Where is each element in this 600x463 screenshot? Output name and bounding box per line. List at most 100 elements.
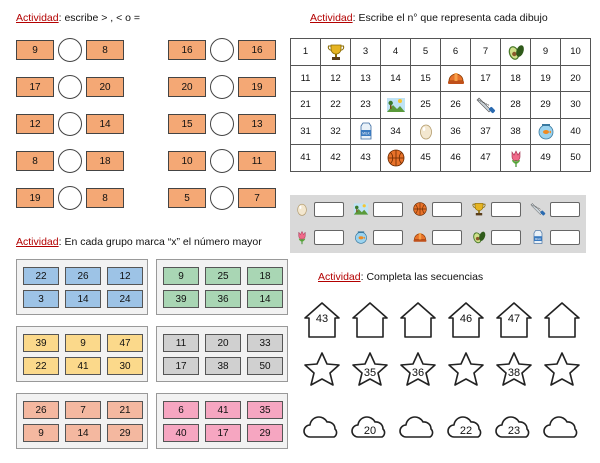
group-number[interactable]: 17: [163, 357, 199, 375]
sequence-number: 43: [315, 313, 329, 325]
comparison-left-number: 5: [168, 188, 206, 208]
group-number[interactable]: 17: [205, 424, 241, 442]
cloud-icon[interactable]: [542, 405, 582, 445]
fishbowl-icon: [353, 229, 369, 245]
group-number[interactable]: 9: [23, 424, 59, 442]
answer-box[interactable]: [373, 230, 403, 245]
star-icon[interactable]: [302, 350, 342, 390]
group-number[interactable]: 39: [163, 290, 199, 308]
saw-icon: [470, 91, 501, 119]
tulip-icon: [500, 144, 531, 172]
star-icon[interactable]: [542, 350, 582, 390]
answer-box[interactable]: [550, 230, 580, 245]
comparison-answer-circle[interactable]: [58, 149, 82, 173]
answer-box[interactable]: [432, 202, 462, 217]
group-number[interactable]: 22: [23, 357, 59, 375]
answer-box[interactable]: [314, 230, 344, 245]
group-number[interactable]: 24: [107, 290, 143, 308]
group-number[interactable]: 41: [65, 357, 101, 375]
cloud-icon[interactable]: [302, 405, 342, 445]
group-number[interactable]: 40: [163, 424, 199, 442]
house-icon[interactable]: 43: [302, 300, 342, 340]
grid-cell: 18: [500, 64, 531, 92]
grid-cell: 26: [440, 91, 471, 119]
group-number[interactable]: 14: [247, 290, 283, 308]
house-icon[interactable]: [398, 300, 438, 340]
group-number[interactable]: 12: [107, 267, 143, 285]
group-number[interactable]: 7: [65, 401, 101, 419]
cloud-icon[interactable]: 22: [446, 405, 486, 445]
cloud-icon[interactable]: 23: [494, 405, 534, 445]
group-number[interactable]: 21: [107, 401, 143, 419]
sequence-number: 46: [459, 313, 473, 325]
comparison-answer-circle[interactable]: [210, 75, 234, 99]
comparison-answer-circle[interactable]: [210, 149, 234, 173]
group-number[interactable]: 14: [65, 424, 101, 442]
grid-cell: 10: [560, 38, 591, 66]
group-number[interactable]: 20: [205, 334, 241, 352]
grid-cell: 40: [560, 117, 591, 145]
svg-text:MILK: MILK: [535, 237, 541, 241]
comparison-right-number: 14: [86, 114, 124, 134]
group-number[interactable]: 47: [107, 334, 143, 352]
group-number[interactable]: 35: [247, 401, 283, 419]
comparison-answer-circle[interactable]: [210, 186, 234, 210]
comparison-answer-circle[interactable]: [210, 112, 234, 136]
comparison-answer-circle[interactable]: [210, 38, 234, 62]
group-number[interactable]: 14: [65, 290, 101, 308]
group-number[interactable]: 9: [65, 334, 101, 352]
group-number[interactable]: 29: [247, 424, 283, 442]
star-icon[interactable]: 38: [494, 350, 534, 390]
group-number[interactable]: 22: [23, 267, 59, 285]
group-number[interactable]: 38: [205, 357, 241, 375]
comparison-row: 15 13: [168, 112, 278, 136]
group-number[interactable]: 33: [247, 334, 283, 352]
comparison-answer-circle[interactable]: [58, 112, 82, 136]
star-icon[interactable]: [446, 350, 486, 390]
answer-box[interactable]: [314, 202, 344, 217]
group-number[interactable]: 11: [163, 334, 199, 352]
comparison-answer-circle[interactable]: [58, 38, 82, 62]
answer-box[interactable]: [432, 230, 462, 245]
group-number[interactable]: 36: [205, 290, 241, 308]
group-number[interactable]: 30: [107, 357, 143, 375]
comparison-answer-circle[interactable]: [58, 75, 82, 99]
comparison-row: 8 18: [16, 149, 126, 173]
comparison-left-number: 15: [168, 114, 206, 134]
group-number[interactable]: 9: [163, 267, 199, 285]
house-icon[interactable]: [542, 300, 582, 340]
answer-box[interactable]: [491, 202, 521, 217]
cloud-icon[interactable]: 20: [350, 405, 390, 445]
house-icon[interactable]: 46: [446, 300, 486, 340]
grid-cell: 14: [380, 64, 411, 92]
comparison-right-number: 19: [238, 77, 276, 97]
group-number[interactable]: 25: [205, 267, 241, 285]
group-number[interactable]: 50: [247, 357, 283, 375]
group-number[interactable]: 29: [107, 424, 143, 442]
helmet-icon: [412, 229, 428, 245]
number-grid: 1 3 4 5 6 7 9 10 11 12 13 14 15 17 18 19 20 21 22 23 25 26 28 2…: [290, 38, 591, 172]
group-number[interactable]: 6: [163, 401, 199, 419]
answer-box[interactable]: [550, 202, 580, 217]
group-number[interactable]: 41: [205, 401, 241, 419]
group-number[interactable]: 18: [247, 267, 283, 285]
answer-box[interactable]: [373, 202, 403, 217]
house-icon[interactable]: [350, 300, 390, 340]
avocado-icon: [471, 229, 487, 245]
cloud-icon[interactable]: [398, 405, 438, 445]
group-number[interactable]: 3: [23, 290, 59, 308]
house-icon[interactable]: 47: [494, 300, 534, 340]
grid-cell: 7: [470, 38, 501, 66]
answer-box[interactable]: [491, 230, 521, 245]
comparison-answer-circle[interactable]: [58, 186, 82, 210]
grid-row: 11 12 13 14 15 17 18 19 20: [290, 64, 591, 92]
grid-cell: 20: [560, 64, 591, 92]
star-icon[interactable]: 35: [350, 350, 390, 390]
group-number[interactable]: 26: [65, 267, 101, 285]
group-number[interactable]: 39: [23, 334, 59, 352]
grid-cell: 50: [560, 144, 591, 172]
star-icon[interactable]: 36: [398, 350, 438, 390]
grid-cell: 45: [410, 144, 441, 172]
sequence-number: 38: [507, 367, 521, 379]
group-number[interactable]: 26: [23, 401, 59, 419]
